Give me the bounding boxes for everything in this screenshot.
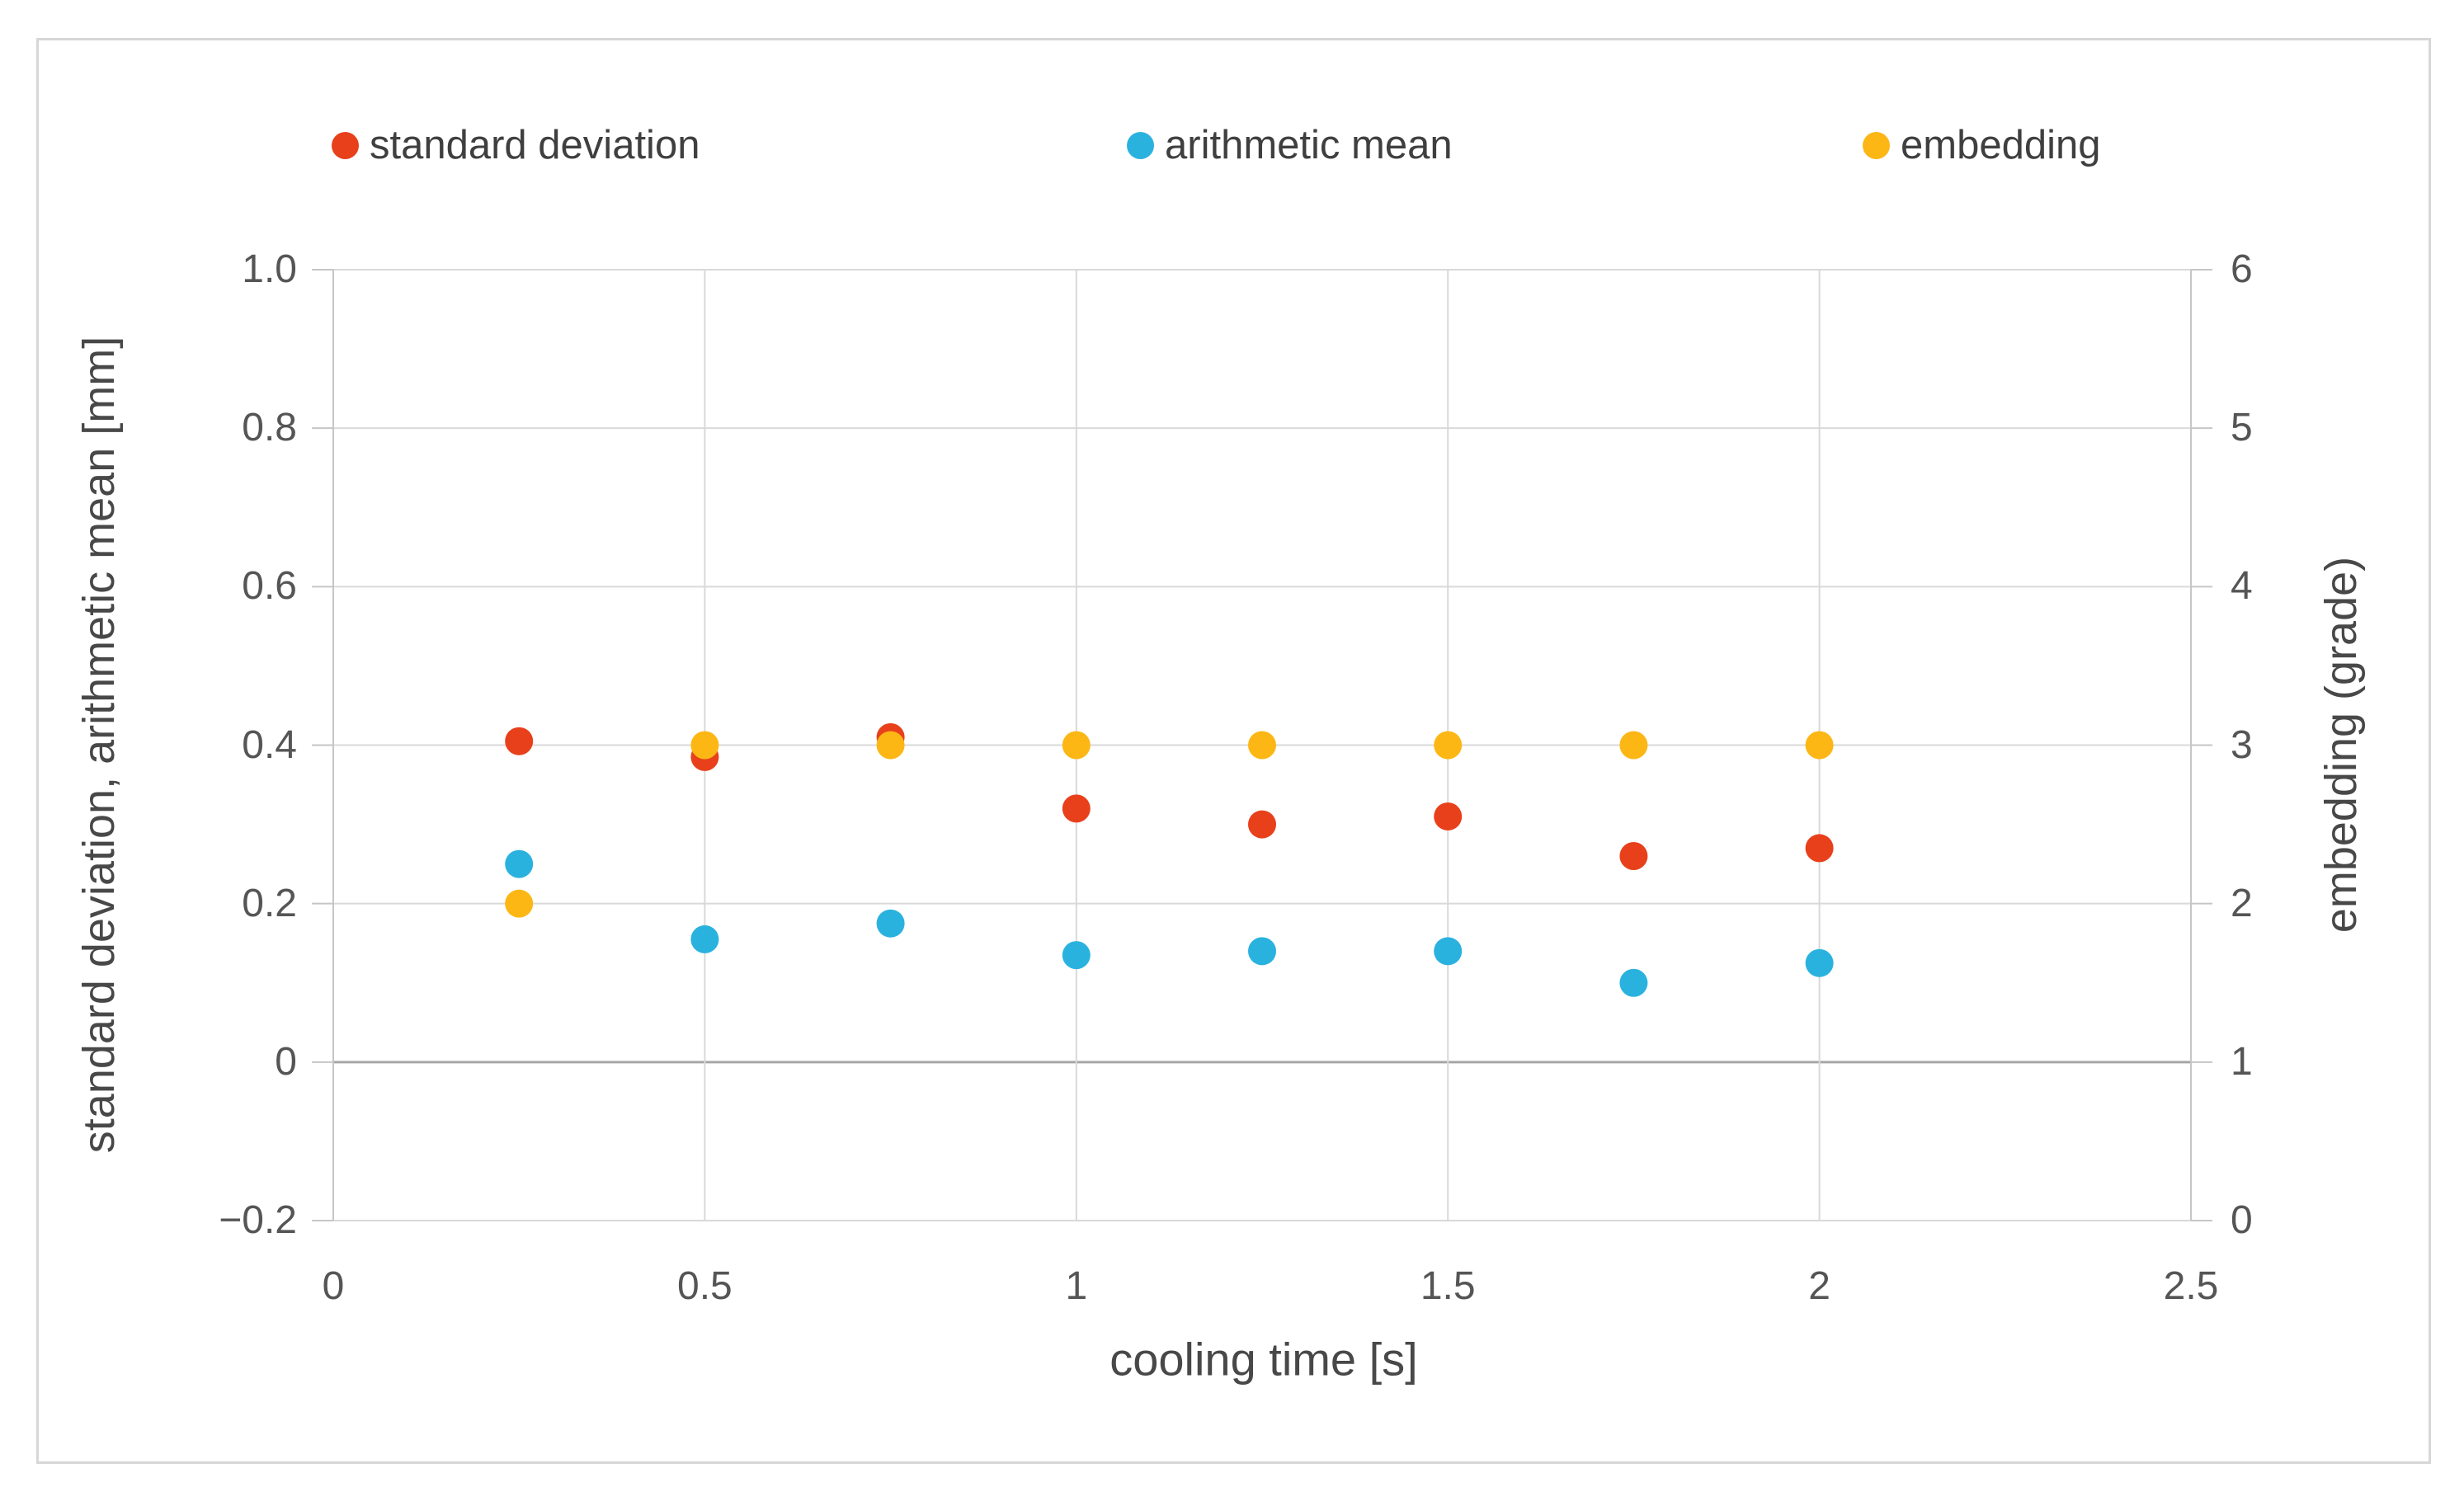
arithmetic-mean-point xyxy=(1805,948,1834,977)
right-axis-tick-label: 2 xyxy=(2231,881,2253,925)
legend-item-arithmetic-mean: arithmetic mean xyxy=(1127,120,1453,170)
legend-item-standard-deviation: standard deviation xyxy=(332,120,700,170)
standard-deviation-point xyxy=(505,727,534,755)
arithmetic-mean-point xyxy=(876,909,905,938)
standard-deviation-point xyxy=(1062,794,1091,823)
right-axis-tick-label: 4 xyxy=(2231,564,2253,609)
x-axis-tick-label: 1.5 xyxy=(1420,1264,1476,1308)
right-axis-title: embedding (grade) xyxy=(2316,556,2366,934)
series-arithmetic-mean xyxy=(505,849,1834,997)
right-axis-tick-label: 6 xyxy=(2231,247,2253,291)
series-embedding xyxy=(505,731,1834,918)
left-axis-tick-label: 1.0 xyxy=(242,247,297,291)
arithmetic-mean-point xyxy=(690,925,719,953)
standard-deviation-point xyxy=(1805,834,1834,863)
right-axis-tick-label: 5 xyxy=(2231,406,2253,450)
left-axis-tick-label: 0.4 xyxy=(242,722,297,767)
legend-label: arithmetic mean xyxy=(1165,123,1453,167)
legend-item-embedding: embedding xyxy=(1863,120,2100,170)
embedding-point xyxy=(690,731,719,760)
chart-legend: standard deviation arithmetic mean embeddi… xyxy=(0,120,2464,170)
left-axis-tick-label: 0.2 xyxy=(242,881,297,925)
x-axis-tick-label: 0 xyxy=(322,1264,345,1308)
embedding-point xyxy=(1434,731,1463,760)
embedding-point xyxy=(876,731,905,760)
legend-label: standard deviation xyxy=(370,123,700,167)
arithmetic-mean-point xyxy=(505,849,534,878)
left-axis-tick-label: 0.6 xyxy=(242,564,297,609)
x-axis-tick-label: 2.5 xyxy=(2163,1264,2219,1308)
x-axis-tick-label: 0.5 xyxy=(677,1264,733,1308)
legend-marker-icon xyxy=(1127,131,1154,159)
left-axis-title: standard deviation, arithmetic mean [mm] xyxy=(74,336,124,1154)
standard-deviation-point xyxy=(1434,802,1463,830)
arithmetic-mean-point xyxy=(1062,941,1091,970)
left-axis-tick-label: −0.2 xyxy=(219,1198,297,1242)
x-axis-title: cooling time [s] xyxy=(1110,1333,1418,1386)
embedding-point xyxy=(505,889,534,918)
arithmetic-mean-point xyxy=(1248,937,1276,966)
right-axis-tick-label: 3 xyxy=(2231,722,2253,767)
arithmetic-mean-point xyxy=(1619,968,1648,997)
chart-frame xyxy=(36,38,2431,1464)
embedding-point xyxy=(1062,731,1091,760)
legend-marker-icon xyxy=(332,131,359,159)
left-axis-tick-label: 0 xyxy=(275,1039,297,1084)
arithmetic-mean-point xyxy=(1434,937,1463,966)
right-axis-tick-label: 0 xyxy=(2231,1198,2253,1242)
embedding-point xyxy=(1619,731,1648,760)
right-axis-tick-label: 1 xyxy=(2231,1039,2253,1084)
embedding-point xyxy=(1805,731,1834,760)
left-axis-tick-label: 0.8 xyxy=(242,406,297,450)
embedding-point xyxy=(1248,731,1276,760)
legend-marker-icon xyxy=(1863,131,1890,159)
standard-deviation-point xyxy=(1619,842,1648,871)
standard-deviation-point xyxy=(1248,810,1276,839)
x-axis-tick-label: 1 xyxy=(1065,1264,1088,1308)
legend-label: embedding xyxy=(1901,123,2101,167)
x-axis-tick-label: 2 xyxy=(1808,1264,1830,1308)
